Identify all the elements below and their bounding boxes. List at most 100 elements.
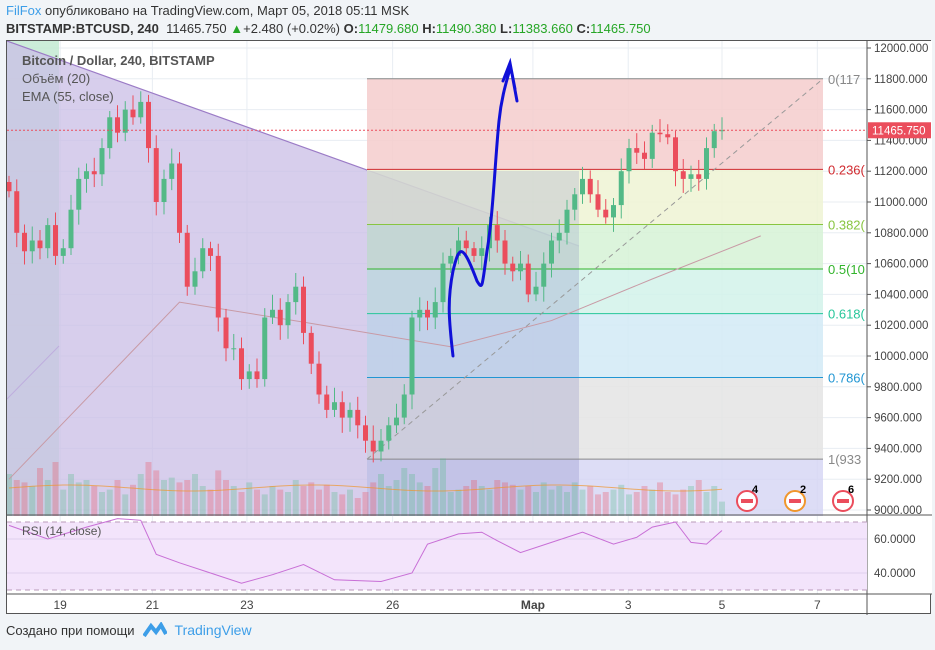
candle (425, 309, 430, 318)
volume-bar (509, 484, 516, 516)
candle (169, 163, 175, 179)
candle (386, 425, 392, 441)
fib-label: 0.786( (828, 371, 866, 386)
candle (711, 131, 717, 149)
candle (525, 263, 531, 295)
price-tick-label: 10600.000 (874, 259, 928, 271)
rsi-band (7, 522, 867, 590)
candle (37, 240, 43, 249)
last-price: 11465.750 (166, 21, 227, 36)
time-tick-label: Мар (521, 598, 545, 612)
volume-bar (478, 486, 485, 516)
volume-bar (292, 480, 299, 516)
candle (60, 248, 66, 256)
volume-bar (447, 492, 454, 516)
price-tick-label: 11800.000 (874, 74, 928, 86)
fib-zone (367, 377, 823, 460)
candle (293, 286, 299, 303)
candle (53, 225, 58, 256)
candle (332, 402, 337, 410)
candle (417, 309, 423, 318)
volume-bar (176, 482, 183, 516)
volume-ma-line (8, 484, 723, 492)
candle (595, 194, 601, 210)
candle (494, 225, 500, 241)
price-chart[interactable]: 0(117 0.236(0.382(0.5(10 0.618(0.786(1(933… (7, 41, 932, 615)
volume-bar (323, 484, 330, 516)
candle (153, 148, 159, 202)
volume-bar (91, 486, 98, 516)
candle (673, 137, 678, 172)
price-tick-label: 9400.000 (874, 443, 922, 455)
volume-bar (52, 462, 59, 516)
last-price-label: 11465.750 (872, 125, 926, 137)
volume-bar (579, 489, 586, 516)
tradingview-logo-icon (142, 622, 167, 638)
candle (285, 302, 291, 326)
candle (215, 255, 221, 318)
range-rect (367, 171, 579, 516)
volume-bar (393, 480, 400, 516)
volume-bar (587, 486, 594, 516)
high-value: 11490.380 (435, 21, 497, 36)
candle (254, 371, 260, 380)
last-price-badge (868, 122, 931, 139)
candle (471, 248, 477, 256)
footer: Создано при помощи TradingView (6, 622, 252, 638)
up-triangle-icon: ▲ (230, 21, 244, 36)
volume-bar (556, 486, 563, 516)
volume-bar (261, 494, 268, 516)
h-label: H: (422, 21, 436, 36)
volume-bar (44, 480, 51, 516)
candle (518, 263, 523, 272)
fib-zone (367, 169, 823, 225)
candle (208, 248, 213, 256)
flag-icon (837, 499, 849, 503)
candle (432, 302, 438, 318)
volume-bar (83, 480, 90, 516)
volume-bar (230, 486, 237, 516)
volume-bar (21, 482, 28, 516)
candle (14, 191, 20, 233)
candle (177, 163, 182, 233)
volume-bar (533, 492, 539, 516)
volume-bar (649, 489, 656, 516)
volume-bar (424, 486, 431, 516)
candle (192, 271, 198, 287)
time-tick-label: 5 (719, 598, 726, 612)
volume-bar (440, 458, 446, 516)
volume-bar (238, 492, 245, 516)
volume-bar (664, 492, 671, 516)
volume-bar (7, 474, 12, 516)
candle (130, 109, 136, 118)
volume-bar (385, 486, 392, 516)
volume-bar (137, 474, 144, 516)
candle (618, 171, 624, 206)
volume-bar (703, 492, 710, 516)
event-count: 2 (800, 484, 806, 496)
candle (324, 394, 330, 410)
volume-bar (633, 492, 640, 516)
volume-bar (269, 486, 276, 516)
author-link[interactable]: FilFox (6, 3, 42, 18)
candle (239, 348, 244, 380)
volume-bar (106, 489, 113, 516)
candle (587, 178, 593, 195)
tradingview-link[interactable]: TradingView (174, 622, 252, 638)
candle (7, 181, 12, 192)
chart-frame[interactable]: 0(117 0.236(0.382(0.5(10 0.618(0.786(1(933… (6, 40, 932, 615)
volume-bar (680, 489, 687, 516)
change: +2.480 (+0.02%) (243, 21, 340, 36)
legend-ema: EMA (55, close) (22, 89, 114, 104)
candle (146, 101, 151, 149)
legend-rsi: RSI (14, close) (22, 524, 102, 538)
candle (262, 317, 268, 380)
candle (84, 171, 89, 179)
candle (556, 232, 562, 241)
volume-bar (285, 492, 291, 516)
candle (688, 174, 694, 179)
volume-bar (277, 489, 284, 516)
candle (394, 417, 399, 426)
candle (231, 348, 237, 350)
volume-bar (75, 482, 82, 516)
